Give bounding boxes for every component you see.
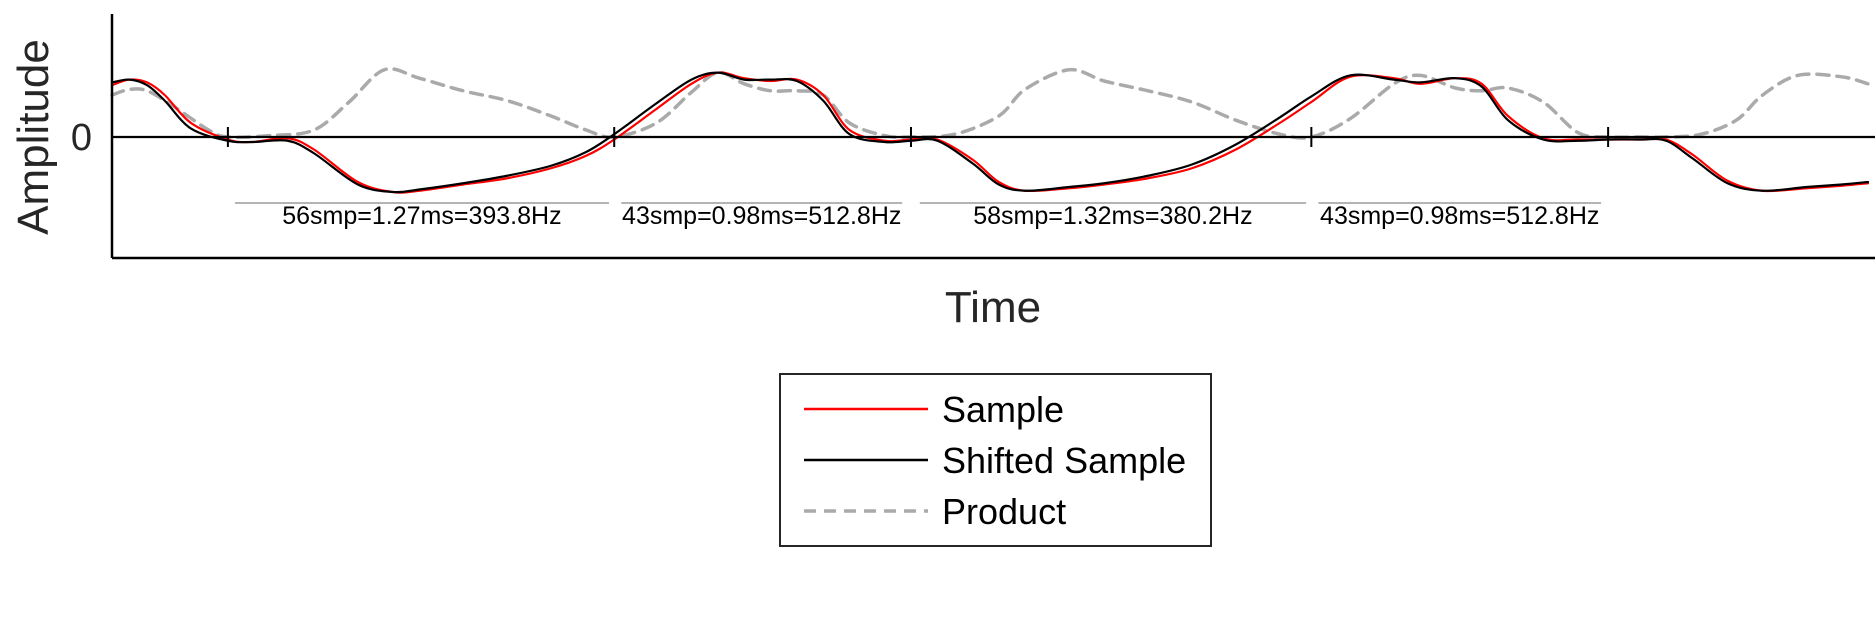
legend-label-product: Product [942,491,1066,532]
y-axis-label: Amplitude [9,39,58,235]
annotation-label-2: 43smp=0.98ms=512.8Hz [622,202,901,230]
series-line-product [110,67,1870,140]
plot-series [110,67,1870,194]
series-line-shifted-sample [110,71,1870,194]
series-line-sample [110,71,1870,194]
axes: 0 Time Amplitude [9,14,1875,332]
annotation-labels: 56smp=1.27ms=393.8Hz 43smp=0.98ms=512.8Hz… [282,202,1599,230]
annotation-label-1: 56smp=1.27ms=393.8Hz [282,202,561,230]
legend-label-shifted-sample: Shifted Sample [942,440,1186,481]
y-tick-label-1: 0 [71,117,92,159]
legend: Sample Shifted Sample Product [779,373,1212,547]
legend-label-sample: Sample [942,389,1064,430]
annotation-label-3: 58smp=1.32ms=380.2Hz [973,202,1252,230]
x-axis-label: Time [945,283,1041,332]
annotation-label-4: 43smp=0.98ms=512.8Hz [1320,202,1599,230]
